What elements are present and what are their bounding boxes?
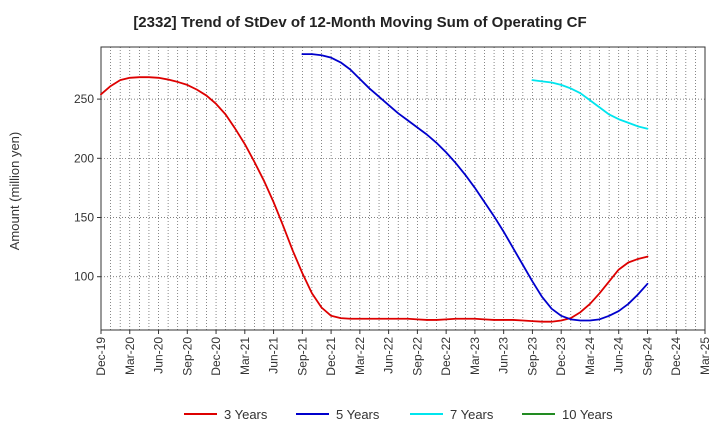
x-tick-label: Mar-22 xyxy=(353,337,367,375)
y-tick-label: 100 xyxy=(74,270,94,284)
x-tick-label: Sep-22 xyxy=(410,337,424,376)
x-tick-label: Jun-22 xyxy=(382,337,396,374)
x-tick-label: Dec-24 xyxy=(669,337,683,376)
legend-label-3-years: 3 Years xyxy=(224,407,268,422)
x-tick-label: Mar-25 xyxy=(698,337,712,375)
x-tick-label: Dec-22 xyxy=(439,337,453,376)
plot-frame xyxy=(100,46,706,331)
plot-background xyxy=(101,47,705,330)
x-tick-label: Sep-20 xyxy=(180,337,194,376)
x-tick-label: Dec-23 xyxy=(554,337,568,376)
series-line-5-years xyxy=(301,53,649,322)
x-tick-label: Sep-24 xyxy=(640,337,654,376)
y-axis-label: Amount (million yen) xyxy=(7,132,22,251)
legend: 3 Years 5 Years 7 Years 10 Years xyxy=(184,407,613,422)
x-tick-label: Sep-21 xyxy=(295,337,309,376)
series-line-7-years xyxy=(531,79,649,130)
x-tick-label: Jun-24 xyxy=(612,337,626,374)
x-tick-label: Sep-23 xyxy=(525,337,539,376)
x-tick-label: Dec-21 xyxy=(324,337,338,376)
plot-area: 100 150 200 250 Dec-19 Mar-20 Jun-20 Sep-20 Dec-… xyxy=(74,46,712,376)
x-tick-label: Jun-20 xyxy=(152,337,166,374)
legend-label-5-years: 5 Years xyxy=(336,407,380,422)
x-tick-label: Dec-20 xyxy=(209,337,223,376)
x-tick-label: Mar-21 xyxy=(238,337,252,375)
x-tick-label: Jun-21 xyxy=(267,337,281,374)
y-tick-label: 200 xyxy=(74,151,94,165)
legend-label-7-years: 7 Years xyxy=(450,407,494,422)
legend-label-10-years: 10 Years xyxy=(562,407,613,422)
x-tick-label: Mar-24 xyxy=(583,337,597,375)
series-line-3-years xyxy=(100,76,649,323)
y-tick-label: 250 xyxy=(74,92,94,106)
x-tick-label: Jun-23 xyxy=(497,337,511,374)
x-tick-label: Mar-20 xyxy=(123,337,137,375)
x-tick-label: Mar-23 xyxy=(468,337,482,375)
x-tick-label: Dec-19 xyxy=(94,337,108,376)
chart-title: [2332] Trend of StDev of 12-Month Moving… xyxy=(133,14,586,31)
y-tick-label: 150 xyxy=(74,211,94,225)
